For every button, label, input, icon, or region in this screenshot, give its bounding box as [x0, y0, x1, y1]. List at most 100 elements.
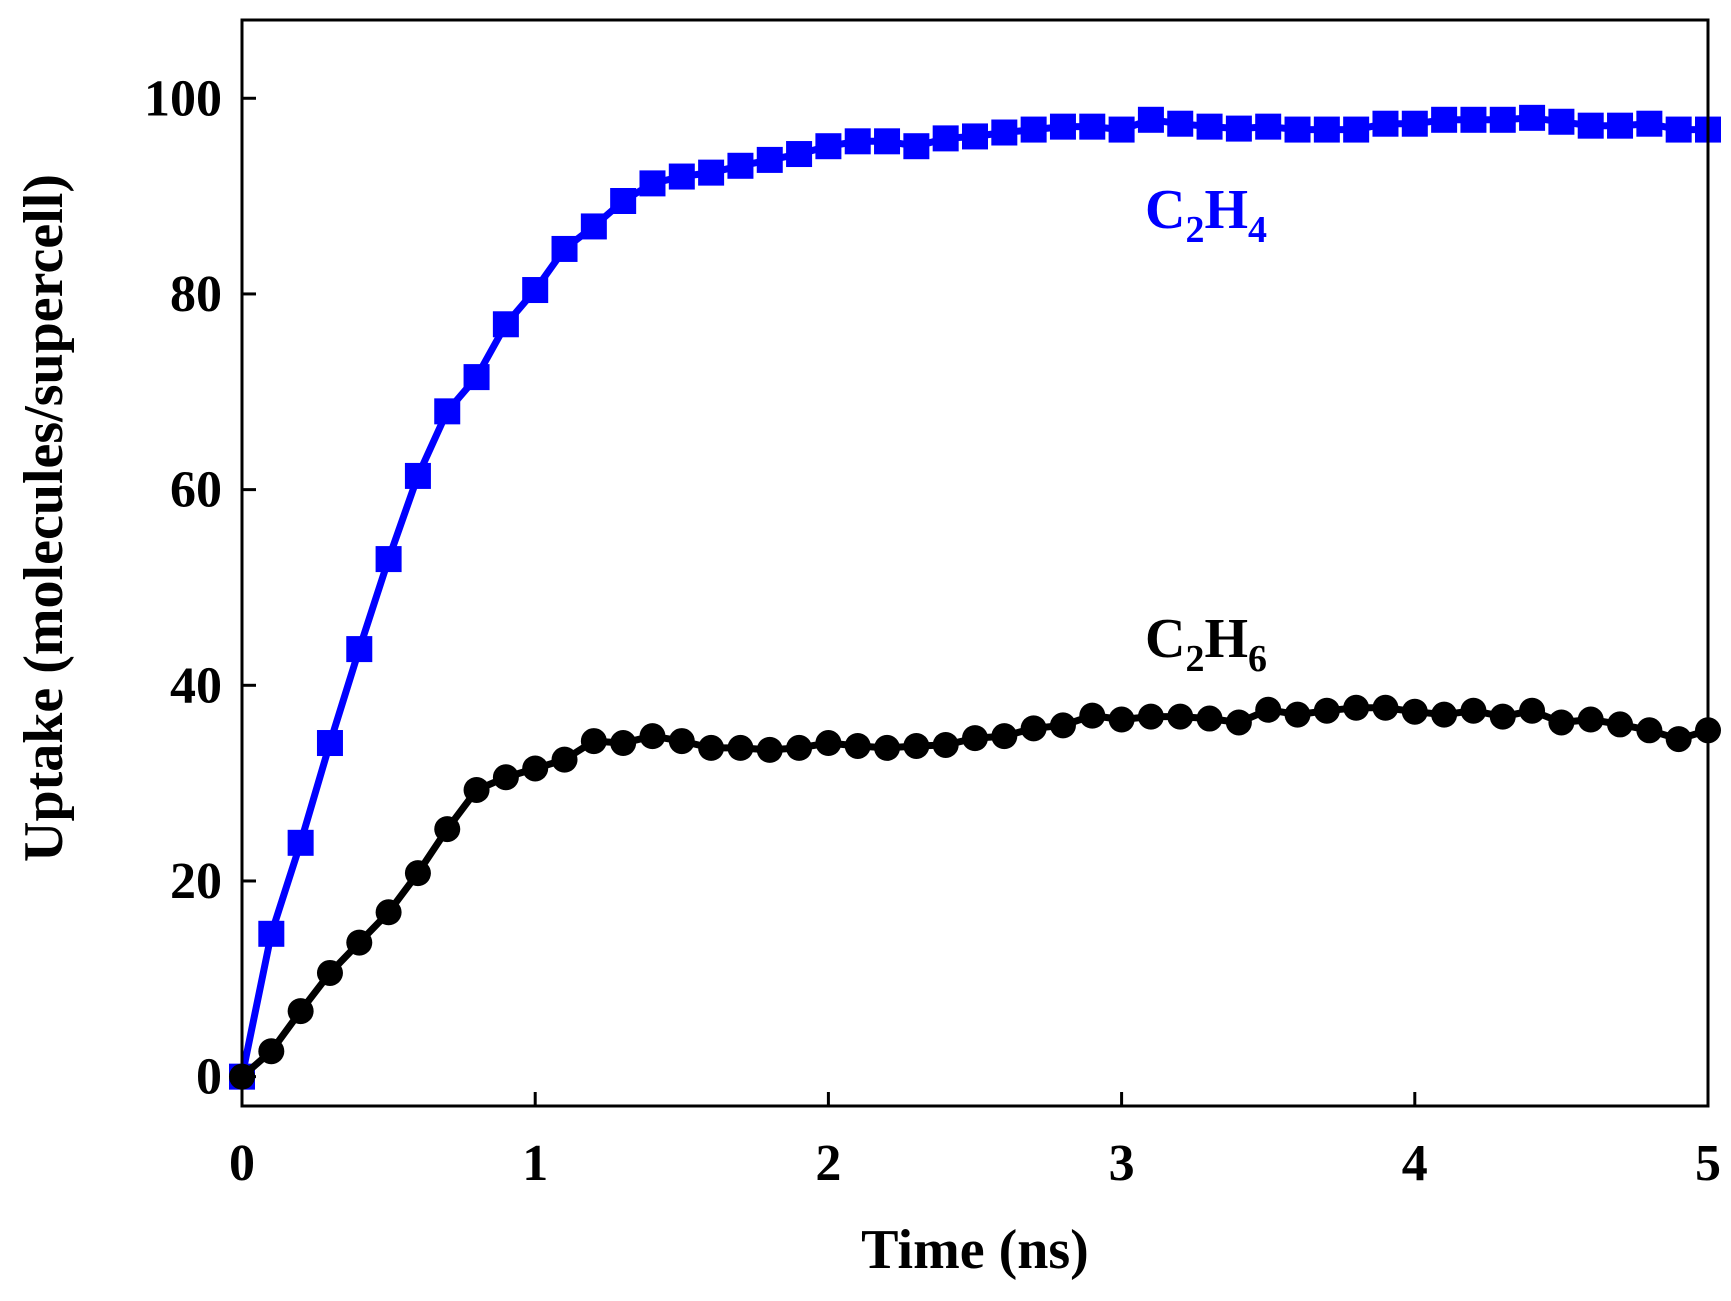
data-point-c2h4 — [1196, 113, 1223, 140]
series-label-c2h6-sub2: 6 — [1248, 638, 1267, 680]
data-point-c2h4 — [1372, 110, 1399, 137]
data-point-c2h6 — [1460, 697, 1487, 724]
data-point-c2h4 — [580, 213, 607, 240]
data-point-c2h4 — [1607, 112, 1634, 139]
data-point-c2h6 — [375, 899, 402, 926]
series-label-c2h4-sub1: 2 — [1185, 209, 1204, 251]
data-point-c2h6 — [1372, 694, 1399, 721]
data-point-c2h4 — [1313, 116, 1340, 143]
data-point-c2h6 — [962, 725, 988, 752]
y-tick-label: 60 — [170, 462, 222, 519]
data-point-c2h4 — [1020, 116, 1047, 143]
data-point-c2h4 — [786, 141, 813, 168]
data-point-c2h4 — [522, 277, 549, 304]
data-point-c2h6 — [639, 723, 666, 750]
series-line-c2h4 — [238, 114, 1708, 1078]
data-point-c2h4 — [463, 364, 490, 391]
x-tick-label: 5 — [1695, 1135, 1721, 1192]
data-point-c2h6 — [551, 746, 578, 773]
data-point-c2h6 — [1313, 697, 1340, 724]
data-point-c2h4 — [610, 188, 637, 214]
data-point-c2h6 — [727, 734, 754, 761]
data-point-c2h6 — [874, 734, 901, 761]
data-point-c2h6 — [1137, 703, 1164, 730]
data-point-c2h6 — [1108, 706, 1135, 733]
series-label-c2h4-h: H — [1204, 179, 1248, 241]
data-point-c2h6 — [434, 816, 461, 843]
data-point-c2h6 — [492, 764, 519, 791]
data-point-c2h4 — [1225, 115, 1252, 142]
data-point-c2h6 — [1343, 694, 1370, 721]
data-point-c2h6 — [1049, 712, 1076, 739]
data-point-c2h4 — [258, 920, 285, 947]
data-point-c2h4 — [375, 546, 402, 573]
data-point-c2h6 — [756, 736, 783, 763]
data-point-c2h6 — [1020, 715, 1047, 742]
data-point-c2h6 — [316, 959, 343, 986]
series-label-c2h6-sub1: 2 — [1185, 638, 1204, 680]
data-point-c2h4 — [698, 159, 725, 186]
data-point-c2h4 — [1489, 106, 1516, 133]
y-tick-label: 0 — [196, 1049, 222, 1106]
data-point-c2h4 — [1284, 116, 1311, 143]
data-point-c2h4 — [668, 163, 695, 190]
data-point-c2h6 — [1577, 706, 1604, 733]
data-point-c2h4 — [492, 311, 519, 338]
y-axis-title: Uptake (molecules/supercell) — [13, 174, 75, 862]
data-point-c2h6 — [786, 734, 813, 761]
series-label-c2h4-sub2: 4 — [1248, 209, 1267, 251]
data-point-c2h4 — [727, 152, 754, 179]
y-tick-label: 20 — [170, 853, 222, 910]
series-label-c2h4: C2H4 — [1145, 179, 1267, 251]
data-point-c2h6 — [1167, 703, 1194, 730]
data-point-c2h6 — [1401, 698, 1428, 725]
data-point-c2h4 — [1049, 113, 1076, 140]
data-point-c2h6 — [258, 1038, 285, 1065]
data-point-c2h4 — [1519, 104, 1546, 131]
x-tick-label: 1 — [522, 1135, 548, 1192]
data-point-c2h4 — [1665, 116, 1692, 143]
data-point-c2h4 — [316, 730, 343, 757]
series-label-c2h6: C2H6 — [1145, 608, 1267, 680]
data-point-c2h6 — [1548, 709, 1575, 736]
data-point-c2h4 — [874, 128, 901, 155]
series-line-c2h6 — [239, 704, 1710, 1080]
data-point-c2h4 — [815, 133, 842, 160]
data-point-c2h4 — [434, 398, 461, 425]
data-point-c2h4 — [1401, 110, 1428, 137]
y-tick-label: 100 — [144, 70, 222, 127]
data-point-c2h4 — [1431, 106, 1458, 133]
data-point-c2h6 — [404, 860, 431, 887]
ticks-layer: 0 1 2 3 4 5 0 20 40 60 80 100 — [144, 70, 1721, 1192]
data-point-c2h6 — [580, 728, 607, 755]
data-point-c2h4 — [1636, 110, 1663, 137]
data-point-c2h6 — [668, 728, 695, 755]
data-point-c2h4 — [991, 119, 1018, 146]
data-point-c2h6 — [991, 723, 1018, 750]
data-point-c2h6 — [1079, 702, 1106, 729]
data-point-c2h4 — [903, 133, 930, 160]
x-tick-label: 4 — [1402, 1135, 1428, 1192]
data-point-c2h6 — [815, 730, 842, 757]
data-point-c2h4 — [932, 125, 959, 152]
data-point-c2h4 — [1548, 108, 1575, 135]
x-axis-title: Time (ns) — [861, 1219, 1089, 1281]
data-point-c2h6 — [698, 734, 725, 761]
data-point-c2h4 — [346, 636, 373, 663]
data-point-c2h4 — [1460, 106, 1487, 133]
x-tick-label: 0 — [229, 1135, 255, 1192]
data-point-c2h6 — [1665, 726, 1692, 753]
data-point-c2h4 — [404, 462, 431, 489]
data-point-c2h4 — [1577, 112, 1604, 139]
series-label-c2h6-h: H — [1204, 608, 1248, 670]
data-point-c2h6 — [1225, 709, 1252, 736]
data-point-c2h6 — [1519, 697, 1546, 724]
data-point-c2h6 — [1607, 711, 1634, 738]
series-label-c2h4-c: C — [1145, 179, 1185, 241]
plot-frame — [240, 18, 1710, 1108]
data-point-c2h6 — [346, 929, 373, 956]
data-point-c2h4 — [639, 170, 666, 197]
data-point-c2h4 — [1137, 106, 1164, 133]
